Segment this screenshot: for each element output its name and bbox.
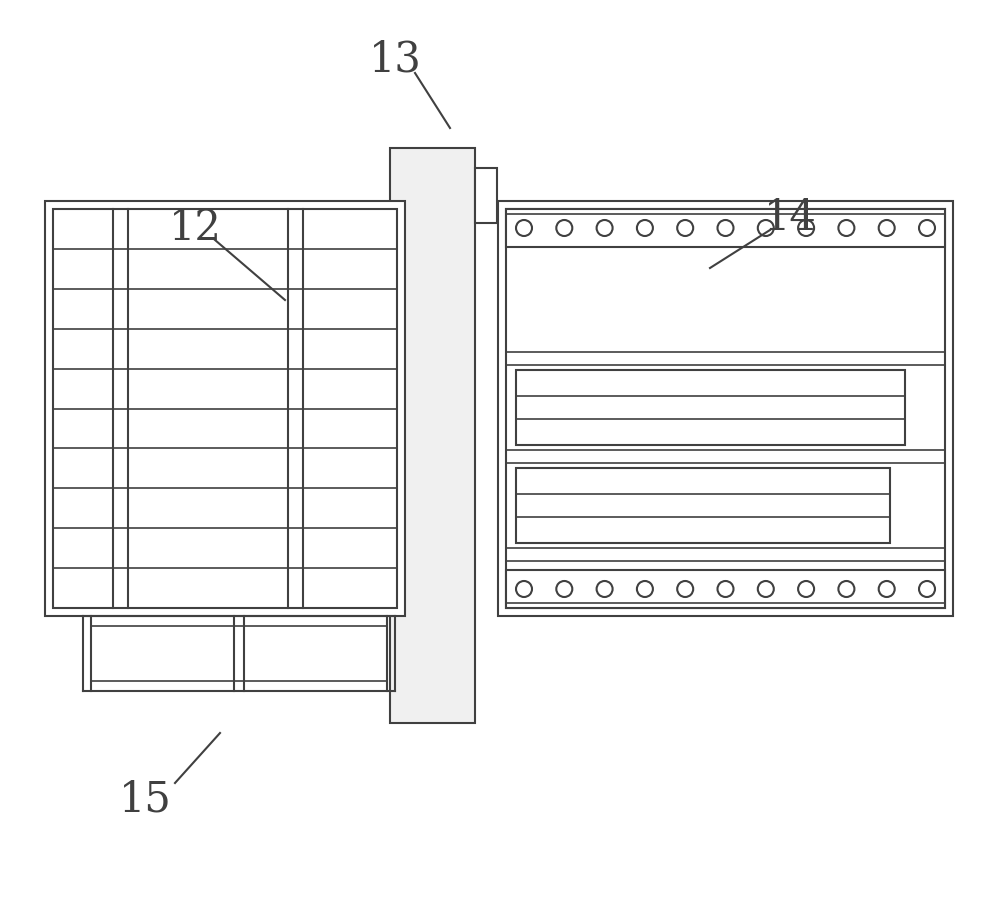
Text: 12: 12 xyxy=(168,207,222,249)
Bar xyxy=(390,148,475,723)
Bar xyxy=(506,570,945,608)
Bar xyxy=(53,209,397,608)
Bar xyxy=(516,370,905,445)
Bar xyxy=(498,201,953,616)
Bar xyxy=(506,209,945,247)
Bar xyxy=(45,201,405,616)
Text: 15: 15 xyxy=(119,779,171,821)
Text: 13: 13 xyxy=(369,39,421,81)
Bar xyxy=(475,168,497,223)
Bar xyxy=(516,468,890,543)
Bar xyxy=(506,209,945,608)
Text: 14: 14 xyxy=(764,197,816,239)
